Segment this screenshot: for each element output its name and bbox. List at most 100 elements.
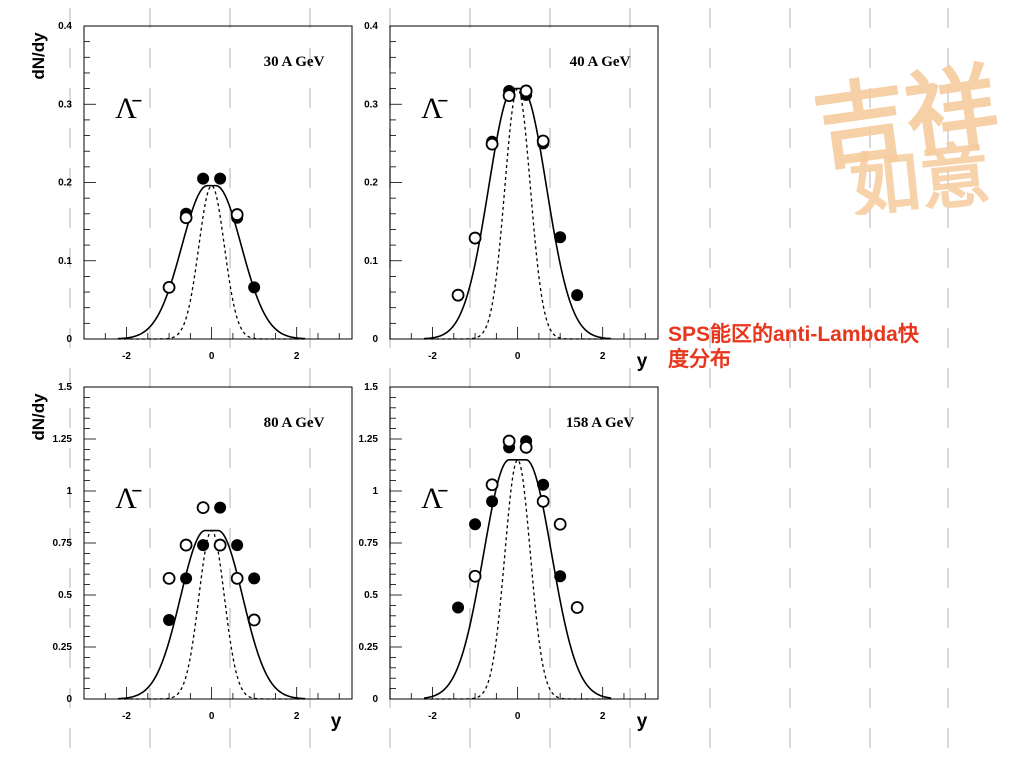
y-tick-label: 1	[372, 486, 378, 497]
chart-title: 40 A GeV	[570, 54, 631, 70]
y-tick-label: 0	[372, 694, 378, 705]
x-tick-label: 0	[515, 711, 521, 722]
x-axis-title: y	[637, 351, 648, 372]
data-point-filled	[554, 231, 567, 244]
y-tick-label: 0.75	[53, 538, 73, 549]
data-point-open	[468, 231, 482, 245]
y-tick-label: 0.3	[364, 99, 378, 110]
y-tick-label: 1	[66, 486, 72, 497]
particle-label: Λ̄	[115, 92, 142, 125]
x-tick-label: 0	[515, 351, 521, 362]
chart-title: 80 A GeV	[264, 415, 325, 431]
y-tick-label: 0.75	[359, 538, 379, 549]
model-curve-solid	[117, 529, 306, 700]
data-point-open	[519, 84, 533, 98]
data-point-open	[451, 288, 465, 302]
data-point-open	[502, 89, 516, 103]
data-point-filled	[537, 478, 550, 491]
data-point-open	[485, 137, 499, 151]
data-point-filled	[214, 501, 227, 514]
x-tick-label: 2	[600, 711, 606, 722]
data-point-filled	[163, 613, 176, 626]
data-point-open	[162, 280, 176, 294]
particle-label: Λ̄	[421, 92, 448, 125]
y-tick-label: 0.2	[58, 178, 72, 189]
caption-line-1: SPS能区的anti-Lambda快	[668, 323, 919, 346]
x-tick-label: 0	[209, 711, 215, 722]
y-tick-label: 0	[66, 694, 72, 705]
data-point-filled	[554, 570, 567, 583]
y-axis-title: dN/dy	[29, 393, 48, 441]
y-tick-label: 0.3	[58, 99, 72, 110]
data-point-filled	[469, 518, 482, 531]
y-tick-label: 0.1	[58, 256, 72, 267]
x-tick-label: 2	[294, 711, 300, 722]
data-point-open	[213, 538, 227, 552]
chart-panel-4: 0 0.25 0.5 0.75 1 1.25 1.5 -2 0 2 158 A GeV Λ̄ y	[359, 382, 659, 732]
good-fortune-logo: 吉祥 如意	[807, 52, 1004, 215]
data-point-filled	[248, 281, 261, 294]
model-curve-dashed	[424, 458, 612, 700]
data-point-open	[179, 211, 193, 225]
data-point-filled	[452, 601, 465, 614]
model-curve-dashed	[118, 184, 306, 340]
data-point-open	[468, 569, 482, 583]
plot-frame	[389, 386, 659, 700]
y-tick-label: 1.5	[58, 382, 72, 393]
logo-text: 吉祥	[807, 52, 1004, 185]
particle-label: Λ̄	[115, 482, 142, 515]
y-tick-label: 0.5	[364, 590, 378, 601]
x-tick-label: 2	[294, 351, 300, 362]
x-axis-title: y	[637, 711, 648, 732]
data-point-open	[230, 208, 244, 221]
x-tick-label: -2	[428, 711, 437, 722]
x-tick-label: 0	[209, 351, 215, 362]
data-point-open	[519, 440, 533, 454]
y-tick-label: 0	[66, 334, 72, 345]
data-point-open	[570, 601, 584, 614]
y-tick-label: 1.5	[364, 382, 378, 393]
slide-caption: SPS能区的anti-Lambda快 度分布	[668, 322, 988, 372]
data-point-filled	[486, 495, 499, 508]
data-point-filled	[197, 172, 210, 185]
data-point-open	[179, 538, 193, 552]
data-point-filled	[571, 289, 584, 302]
y-tick-label: 1.25	[359, 434, 379, 445]
data-point-open	[536, 494, 550, 508]
particle-label: Λ̄	[421, 482, 448, 515]
data-point-filled	[197, 539, 210, 552]
y-tick-label: 0.2	[364, 178, 378, 189]
data-point-open	[485, 478, 499, 492]
data-point-open	[230, 571, 244, 585]
chart-panel-1: 0 0.1 0.2 0.3 0.4 -2 0 2 30 A GeV Λ̄ dN/dy	[29, 21, 353, 362]
data-point-open	[536, 134, 550, 148]
x-tick-label: -2	[122, 351, 131, 362]
y-tick-label: 0	[372, 334, 378, 345]
data-point-filled	[231, 539, 244, 552]
plot-frame	[389, 25, 659, 340]
y-tick-label: 0.4	[58, 21, 72, 32]
chart-panel-3: 0 0.25 0.5 0.75 1 1.25 1.5 -2 0 2 80 A GeV Λ̄ dN/dy y	[29, 382, 353, 732]
chart-panel-2: 0 0.1 0.2 0.3 0.4 -2 0 2 40 A GeV Λ̄ y	[364, 21, 659, 372]
chart-title: 30 A GeV	[264, 54, 325, 70]
data-point-open	[162, 571, 176, 585]
y-tick-label: 0.5	[58, 590, 72, 601]
model-curve-dashed	[424, 87, 612, 340]
model-curve-solid	[423, 87, 612, 340]
data-point-open	[502, 434, 516, 448]
y-axis-title: dN/dy	[29, 32, 48, 80]
data-point-filled	[248, 572, 261, 585]
chart-title: 158 A GeV	[566, 415, 635, 431]
data-point-open	[247, 613, 261, 627]
model-curve-dashed	[118, 529, 306, 700]
caption-line-2: 度分布	[668, 348, 731, 371]
data-point-open	[553, 517, 567, 531]
y-tick-label: 1.25	[53, 434, 73, 445]
y-tick-label: 0.4	[364, 21, 378, 32]
y-tick-label: 0.1	[364, 256, 378, 267]
x-axis-title: y	[331, 711, 342, 732]
logo-text-2: 如意	[846, 132, 994, 215]
x-tick-label: -2	[122, 711, 131, 722]
y-tick-label: 0.25	[359, 642, 379, 653]
